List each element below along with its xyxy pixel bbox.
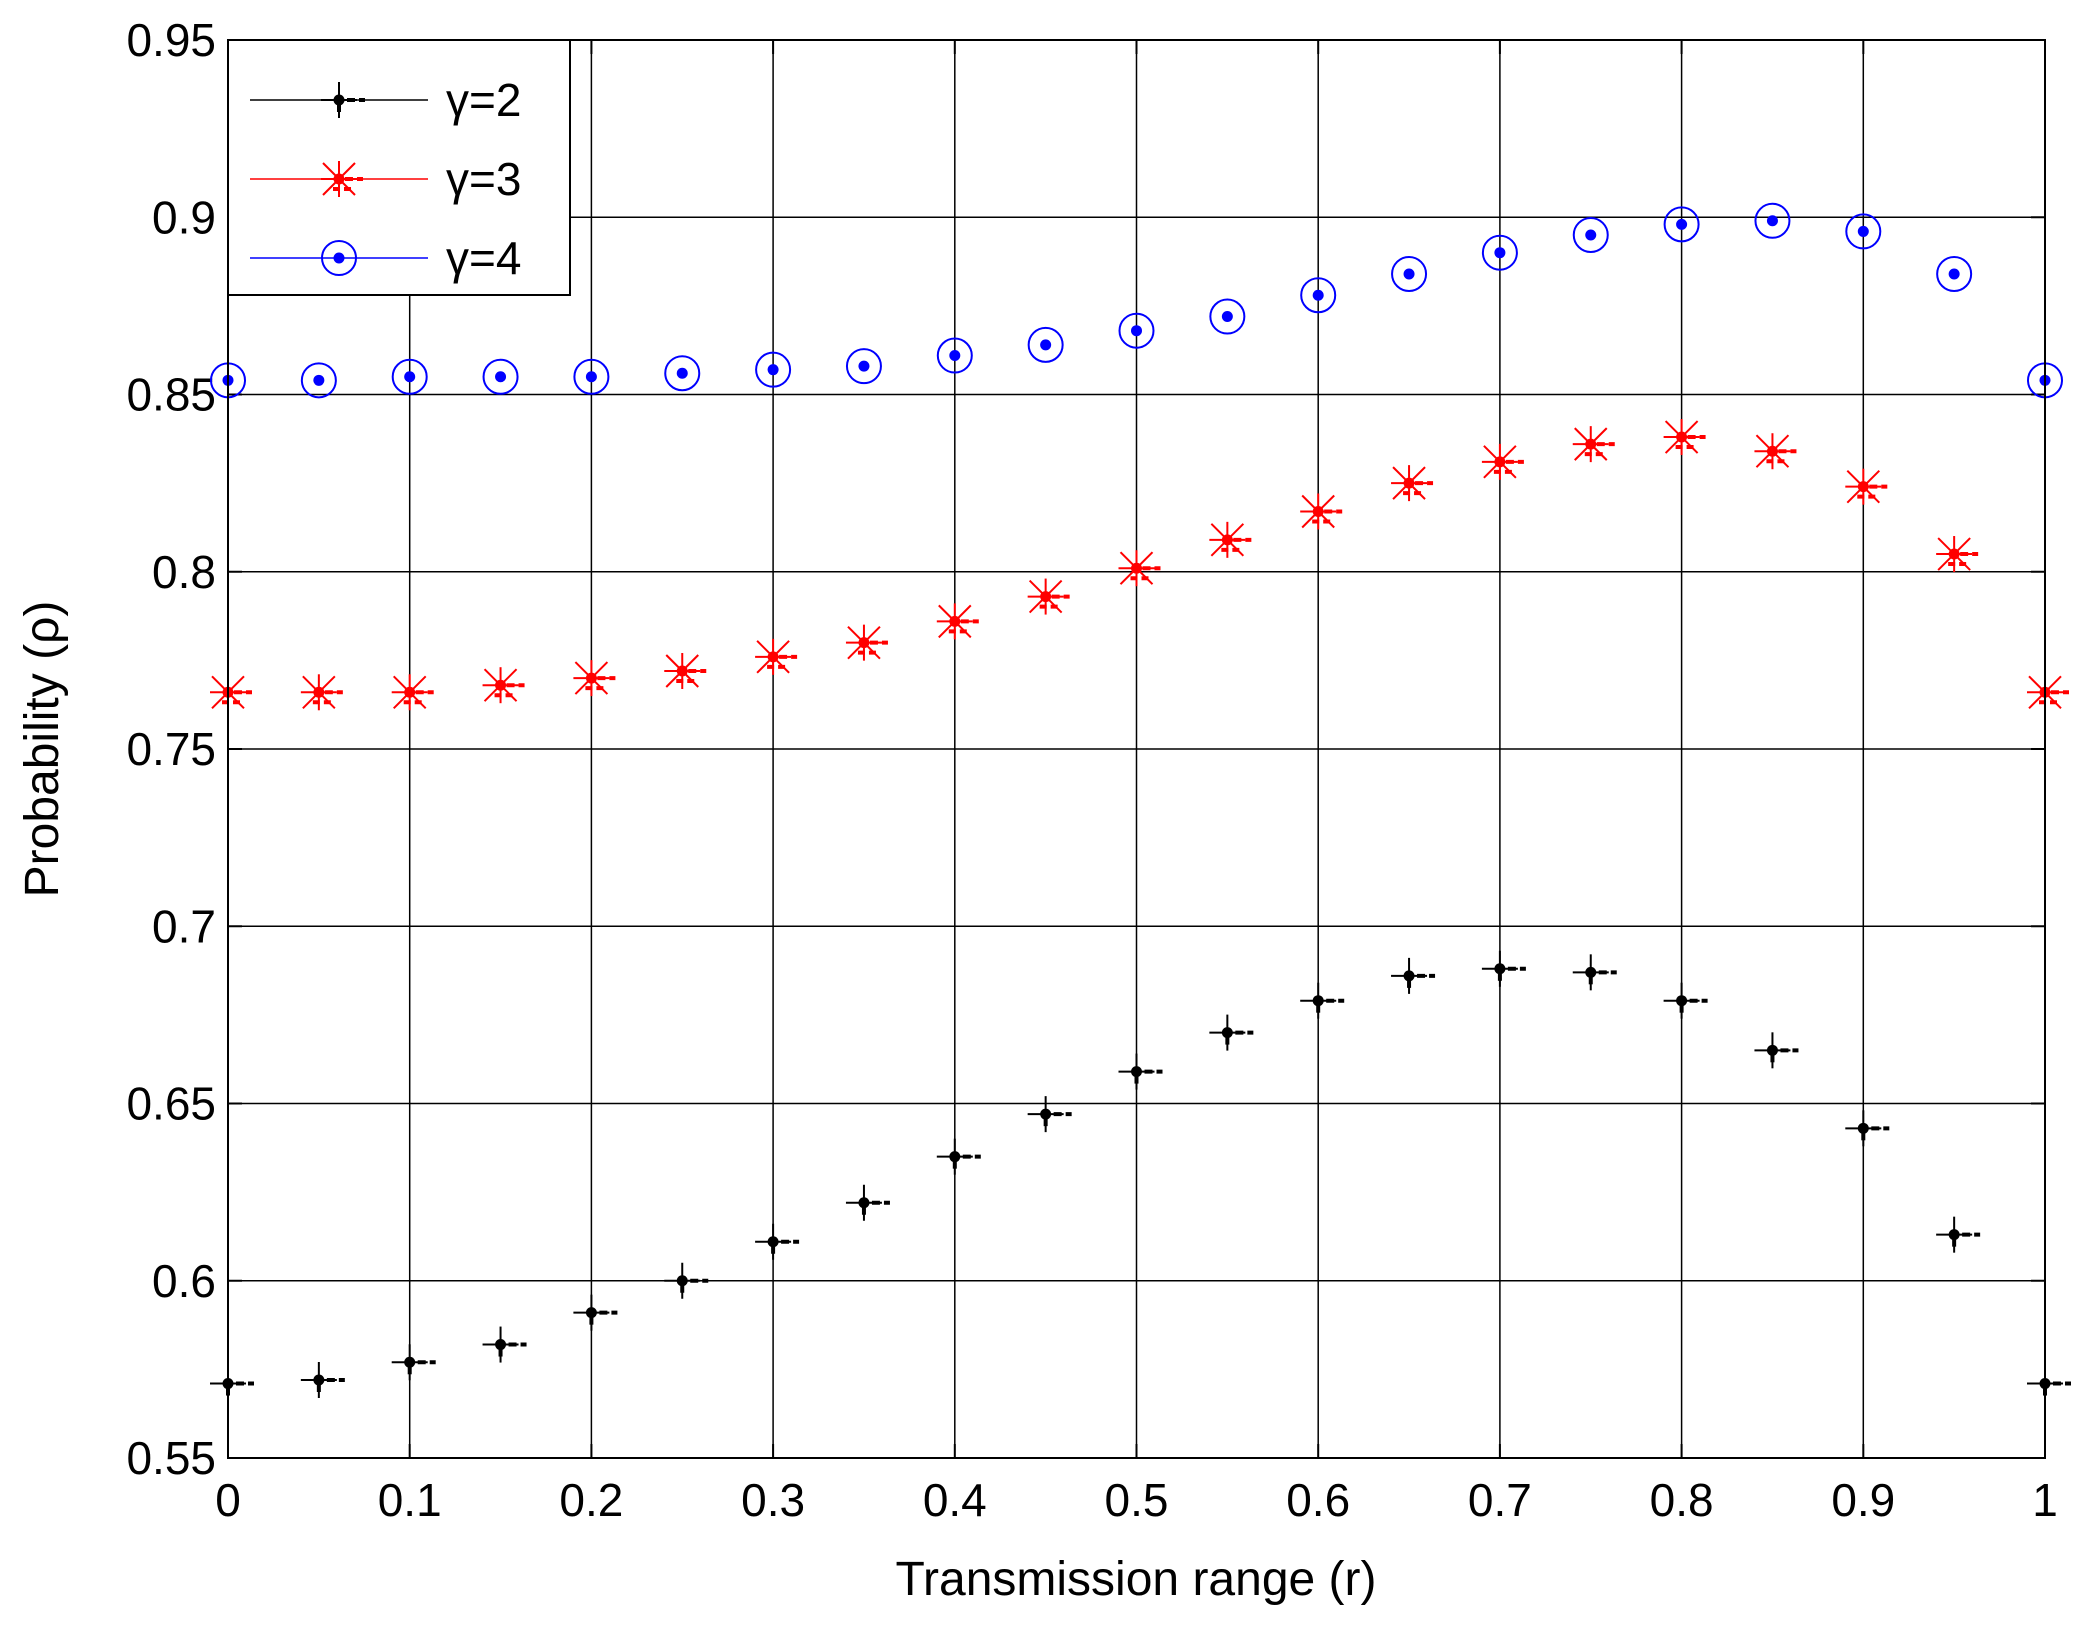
data-point xyxy=(845,1184,890,1221)
data-point xyxy=(936,603,979,640)
y-tick-label: 0.8 xyxy=(152,546,216,598)
data-point xyxy=(1118,550,1161,587)
data-point xyxy=(1300,277,1337,314)
x-tick-label: 0.5 xyxy=(1105,1474,1169,1526)
y-tick-label: 0.6 xyxy=(152,1255,216,1307)
series-2 xyxy=(210,419,2069,711)
data-point xyxy=(482,667,525,704)
data-point xyxy=(845,624,888,661)
data-point xyxy=(1572,216,1609,253)
data-point xyxy=(664,355,701,392)
data-point xyxy=(1481,950,1526,987)
data-point xyxy=(1845,213,1882,250)
data-point xyxy=(1300,493,1343,530)
y-tick-label: 0.95 xyxy=(126,14,216,66)
data-point xyxy=(755,351,792,388)
data-point xyxy=(1845,1110,1890,1147)
data-point xyxy=(1663,419,1706,456)
data-point xyxy=(482,1326,527,1363)
data-point xyxy=(1027,326,1064,363)
data-point xyxy=(936,1138,981,1175)
data-point xyxy=(300,362,337,399)
data-point xyxy=(1391,957,1436,994)
data-point xyxy=(1300,982,1345,1019)
series-3 xyxy=(210,202,2063,399)
data-point xyxy=(936,337,973,374)
data-point xyxy=(1209,1014,1254,1051)
data-point xyxy=(1936,536,1979,573)
data-point xyxy=(1845,468,1888,505)
data-point xyxy=(664,653,707,690)
x-tick-label: 0.7 xyxy=(1468,1474,1532,1526)
data-point xyxy=(300,1362,345,1399)
data-point xyxy=(573,358,610,395)
data-point xyxy=(1754,202,1791,239)
data-point xyxy=(300,674,343,711)
x-tick-label: 1 xyxy=(2032,1474,2058,1526)
data-point xyxy=(1481,234,1518,271)
x-tick-label: 0.6 xyxy=(1286,1474,1350,1526)
data-point xyxy=(482,358,519,395)
data-point xyxy=(755,638,798,675)
x-axis-title: Transmission range (r) xyxy=(895,1553,1376,1606)
data-point xyxy=(1572,426,1615,463)
tick-labels: 0 0.1 0.2 0.3 0.4 0.5 0.6 0.7 0.8 0.9 1 0.55 0.6 0.65… xyxy=(126,14,2057,1526)
legend-label: γ=2 xyxy=(446,74,521,126)
legend-marker xyxy=(321,161,363,197)
y-tick-label: 0.9 xyxy=(152,191,216,243)
data-point xyxy=(1118,1053,1163,1090)
y-tick-label: 0.55 xyxy=(126,1432,216,1484)
legend-box xyxy=(227,39,571,296)
data-point xyxy=(1481,443,1524,480)
x-tick-label: 0.4 xyxy=(923,1474,987,1526)
data-point xyxy=(1663,206,1700,243)
data-point xyxy=(664,1262,709,1299)
legend-item: γ=3 xyxy=(250,153,521,205)
x-tick-label: 0.1 xyxy=(378,1474,442,1526)
data-point xyxy=(1754,1032,1799,1069)
data-point xyxy=(1936,255,1973,292)
y-tick-label: 0.75 xyxy=(126,723,216,775)
y-tick-label: 0.65 xyxy=(126,1078,216,1130)
data-point xyxy=(2027,674,2069,711)
x-tick-label: 0.2 xyxy=(559,1474,623,1526)
data-point xyxy=(845,348,882,385)
legend-label: γ=3 xyxy=(446,153,521,205)
data-point xyxy=(1663,982,1708,1019)
data-point xyxy=(391,1344,436,1381)
data-point xyxy=(573,660,616,697)
data-point xyxy=(1391,465,1434,502)
data-point xyxy=(1118,312,1155,349)
data-point xyxy=(1572,954,1617,991)
y-axis-title: Probability (ρ) xyxy=(16,601,69,898)
data-point xyxy=(1209,298,1246,335)
legend-item: γ=4 xyxy=(250,232,521,284)
legend-marker xyxy=(321,240,357,276)
data-point xyxy=(1027,1096,1072,1133)
y-tick-label: 0.85 xyxy=(126,369,216,421)
legend-marker xyxy=(321,82,365,118)
x-tick-label: 0 xyxy=(215,1474,241,1526)
x-tick-label: 0.9 xyxy=(1831,1474,1895,1526)
x-tick-label: 0.3 xyxy=(741,1474,805,1526)
x-tick-label: 0.8 xyxy=(1650,1474,1714,1526)
data-point xyxy=(1391,255,1428,292)
legend-label: γ=4 xyxy=(446,232,521,284)
legend-item: γ=2 xyxy=(250,74,521,126)
data-point xyxy=(391,358,428,395)
data-point xyxy=(1027,578,1070,615)
data-point xyxy=(1754,433,1797,470)
data-point xyxy=(573,1294,618,1331)
data-point xyxy=(1209,521,1252,558)
legend: γ=2 γ=3 γ=4 xyxy=(227,39,571,296)
plot-frame xyxy=(227,39,2046,1459)
data-point xyxy=(1936,1216,1981,1253)
data-point xyxy=(391,674,434,711)
data-point xyxy=(755,1223,800,1260)
y-tick-label: 0.7 xyxy=(152,900,216,952)
